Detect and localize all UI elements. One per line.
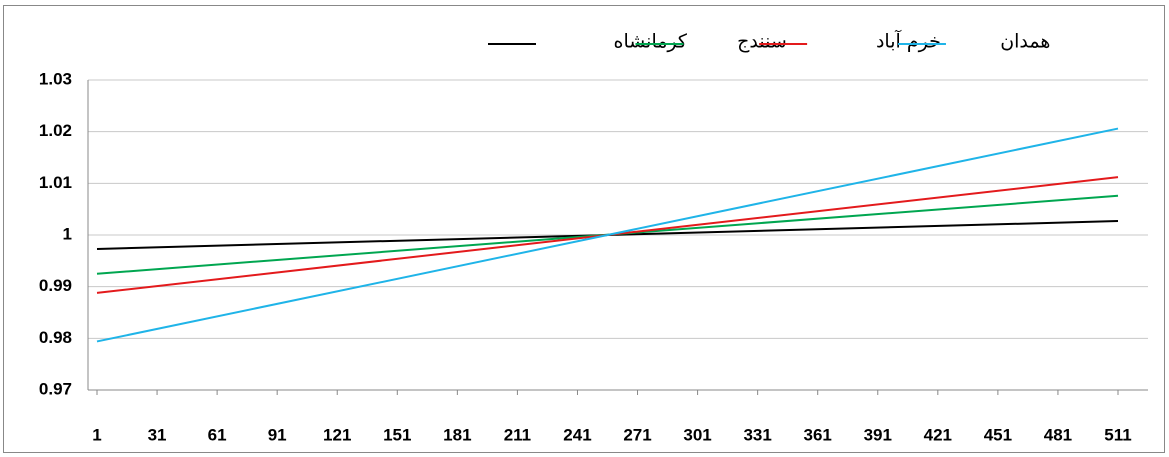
x-tick-label: 421: [924, 425, 952, 444]
x-tick-label: 481: [1044, 425, 1072, 444]
x-tick-label: 301: [683, 425, 711, 444]
legend-label: کرمانشاه: [613, 31, 687, 53]
x-tick-label: 121: [323, 425, 351, 444]
x-tick-label: 31: [148, 425, 167, 444]
y-tick-label: 1.03: [39, 69, 72, 88]
x-tick-label: 151: [383, 425, 411, 444]
x-tick-label: 271: [623, 425, 651, 444]
x-tick-label: 361: [804, 425, 832, 444]
series-line: [96, 127, 1119, 343]
x-tick-label: 331: [743, 425, 771, 444]
y-tick-label: 1: [63, 224, 72, 243]
legend-label: سنندج: [737, 31, 787, 53]
x-tick-label: 391: [864, 425, 892, 444]
x-tick-label: 1: [92, 425, 101, 444]
x-tick-label: 91: [268, 425, 287, 444]
y-tick-label: 1.01: [39, 173, 72, 192]
y-tick-label: 1.02: [39, 121, 72, 140]
y-tick-label: 0.99: [39, 276, 72, 295]
y-tick-label: 0.98: [39, 328, 72, 347]
y-tick-label: 0.97: [39, 379, 72, 398]
x-tick-label: 61: [208, 425, 227, 444]
x-tick-label: 241: [563, 425, 591, 444]
chart-frame: [3, 5, 1165, 453]
legend-label: خرم آباد: [876, 29, 941, 53]
x-tick-label: 511: [1104, 425, 1131, 444]
x-tick-label: 211: [504, 425, 531, 444]
x-tick-label: 451: [984, 425, 1012, 444]
x-tick-label: 181: [443, 425, 471, 444]
legend-label: همدان: [1000, 31, 1050, 53]
